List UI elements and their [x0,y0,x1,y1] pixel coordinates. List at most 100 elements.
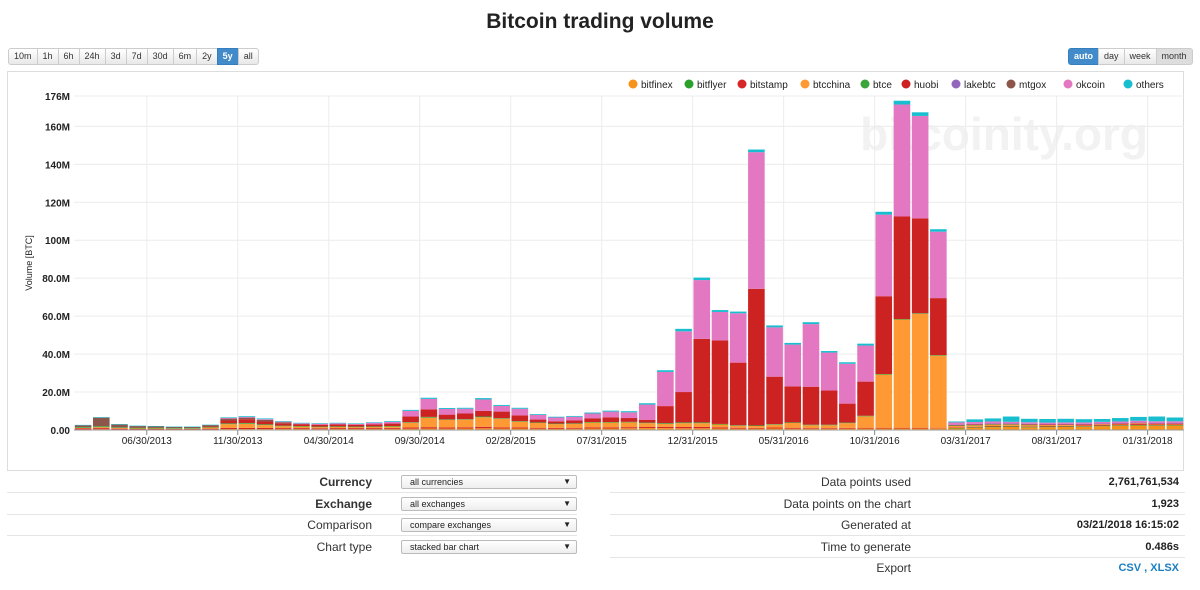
bar-segment-bitfinex [493,428,510,430]
bar-segment-others [1057,418,1075,423]
bar-segment-bitstamp [966,426,984,428]
x-tick-label: 07/31/2015 [577,436,627,447]
bar-segment-btce [729,425,747,426]
bar-segment-btcchina [420,417,438,428]
bar-segment-others [857,343,874,346]
bar-segment-btce [384,426,401,427]
bar-segment-huobi [1075,424,1093,425]
range-button-7d[interactable]: 7d [125,48,148,65]
bar-segment-bitfinex [529,428,547,430]
bar-segment-bitfinex [1039,427,1056,430]
bar-segment-huobi [1021,423,1038,425]
bar-segment-btce [657,423,674,424]
bar-segment-bitstamp [165,429,183,430]
range-button-all[interactable]: all [237,48,259,65]
y-tick-label: 60.0M [42,312,70,323]
bar-segment-btcchina [547,424,565,428]
bar-segment-bitfinex [693,428,711,430]
bar-segment-huobi [547,421,565,424]
bar-segment-bitstamp [529,427,547,429]
currency-select[interactable]: all currencies ▼ [401,475,577,489]
data-points-used-value: 2,761,761,534 [1108,476,1179,488]
bar-segment-btce [875,374,893,375]
export-xlsx-link[interactable]: XLSX [1150,562,1179,574]
bar-segment-bitfinex [711,428,729,430]
bar-segment-okcoin [329,423,347,425]
bar-segment-btce [1021,424,1038,426]
legend-marker-others [1123,79,1133,89]
bar-segment-okcoin [1148,421,1166,424]
bar-segment-huobi [1057,424,1075,425]
range-button-24h[interactable]: 24h [78,48,106,65]
bar-segment-okcoin [365,422,383,425]
bar-segment-okcoin [1112,421,1129,424]
range-button-3d[interactable]: 3d [104,48,127,65]
bar-segment-bitstamp [493,427,510,429]
chart-type-select-value: stacked bar chart [410,542,480,552]
bar-segment-btcchina [493,418,510,428]
bar-segment-okcoin [766,327,783,377]
y-tick-label: 176M [45,92,70,103]
export-csv-link[interactable]: CSV [1118,562,1142,574]
bar-segment-btce [711,423,729,425]
y-tick-label: 100M [45,236,70,247]
bar-segment-bitstamp [875,427,893,429]
bar-segment-okcoin [675,331,692,393]
bar-segment-lakebtc [1148,423,1166,424]
bar-segment-bitfinex [584,428,601,430]
range-button-6m[interactable]: 6m [172,48,198,65]
grouping-button-month[interactable]: month [1155,48,1193,65]
x-tick-label: 09/30/2014 [395,436,445,447]
y-tick-label: 140M [45,160,70,171]
bar-segment-okcoin [456,408,474,414]
chart-type-select[interactable]: stacked bar chart ▼ [401,540,577,554]
comparison-select[interactable]: compare exchanges ▼ [401,518,577,532]
exchange-select[interactable]: all exchanges ▼ [401,497,577,511]
range-button-30d[interactable]: 30d [146,48,174,65]
bar-segment-btcchina [1112,423,1129,425]
grouping-button-day[interactable]: day [1098,48,1125,65]
grouping-button-auto[interactable]: auto [1068,48,1099,65]
bar-segment-btcchina [1002,424,1020,426]
time-to-generate-label: Time to generate [820,540,911,554]
legend-label-bitflyer: bitflyer [697,80,727,91]
bar-segment-huobi [766,376,783,425]
bar-segment-btce [475,416,492,418]
bar-segment-btcchina [147,428,165,430]
bar-segment-bitfinex [1075,426,1093,430]
bar-segment-okcoin [930,231,947,299]
range-button-10m[interactable]: 10m [8,48,38,65]
bar-segment-bitstamp [456,427,474,429]
bar-segment-bitstamp [657,426,674,429]
bar-segment-btce [111,427,128,428]
bar-segment-btcchina [984,424,1002,427]
bar-segment-others [984,418,1002,422]
bar-segment-huobi [784,386,802,423]
range-button-2y[interactable]: 2y [196,48,218,65]
bar-segment-btcchina [311,427,328,429]
bar-segment-bitfinex [547,428,565,430]
bar-segment-okcoin [566,416,583,421]
bar-segment-others [657,370,674,372]
bar-segment-okcoin [1075,422,1093,424]
bar-segment-okcoin [784,344,802,387]
bar-segment-btcchina [274,426,292,429]
bar-segment-bitstamp [820,428,838,429]
range-button-1h[interactable]: 1h [36,48,59,65]
bar-segment-others [384,421,401,422]
bar-segment-huobi [820,390,838,425]
bar-segment-others [766,325,783,328]
bar-segment-huobi [347,424,365,427]
bar-segment-huobi [365,424,383,427]
x-tick-label: 02/28/2015 [486,436,536,447]
bar-segment-huobi [857,381,874,416]
bar-segment-bitstamp [129,429,146,430]
grouping-selector: auto day week month [1068,48,1193,65]
x-tick-label: 05/31/2016 [759,436,809,447]
range-button-5y[interactable]: 5y [216,48,239,65]
bar-segment-btcchina [930,355,947,428]
y-tick-label: 20.0M [42,388,70,399]
grouping-button-week[interactable]: week [1123,48,1157,65]
range-button-6h[interactable]: 6h [57,48,80,65]
bar-segment-bitstamp [1002,425,1020,427]
